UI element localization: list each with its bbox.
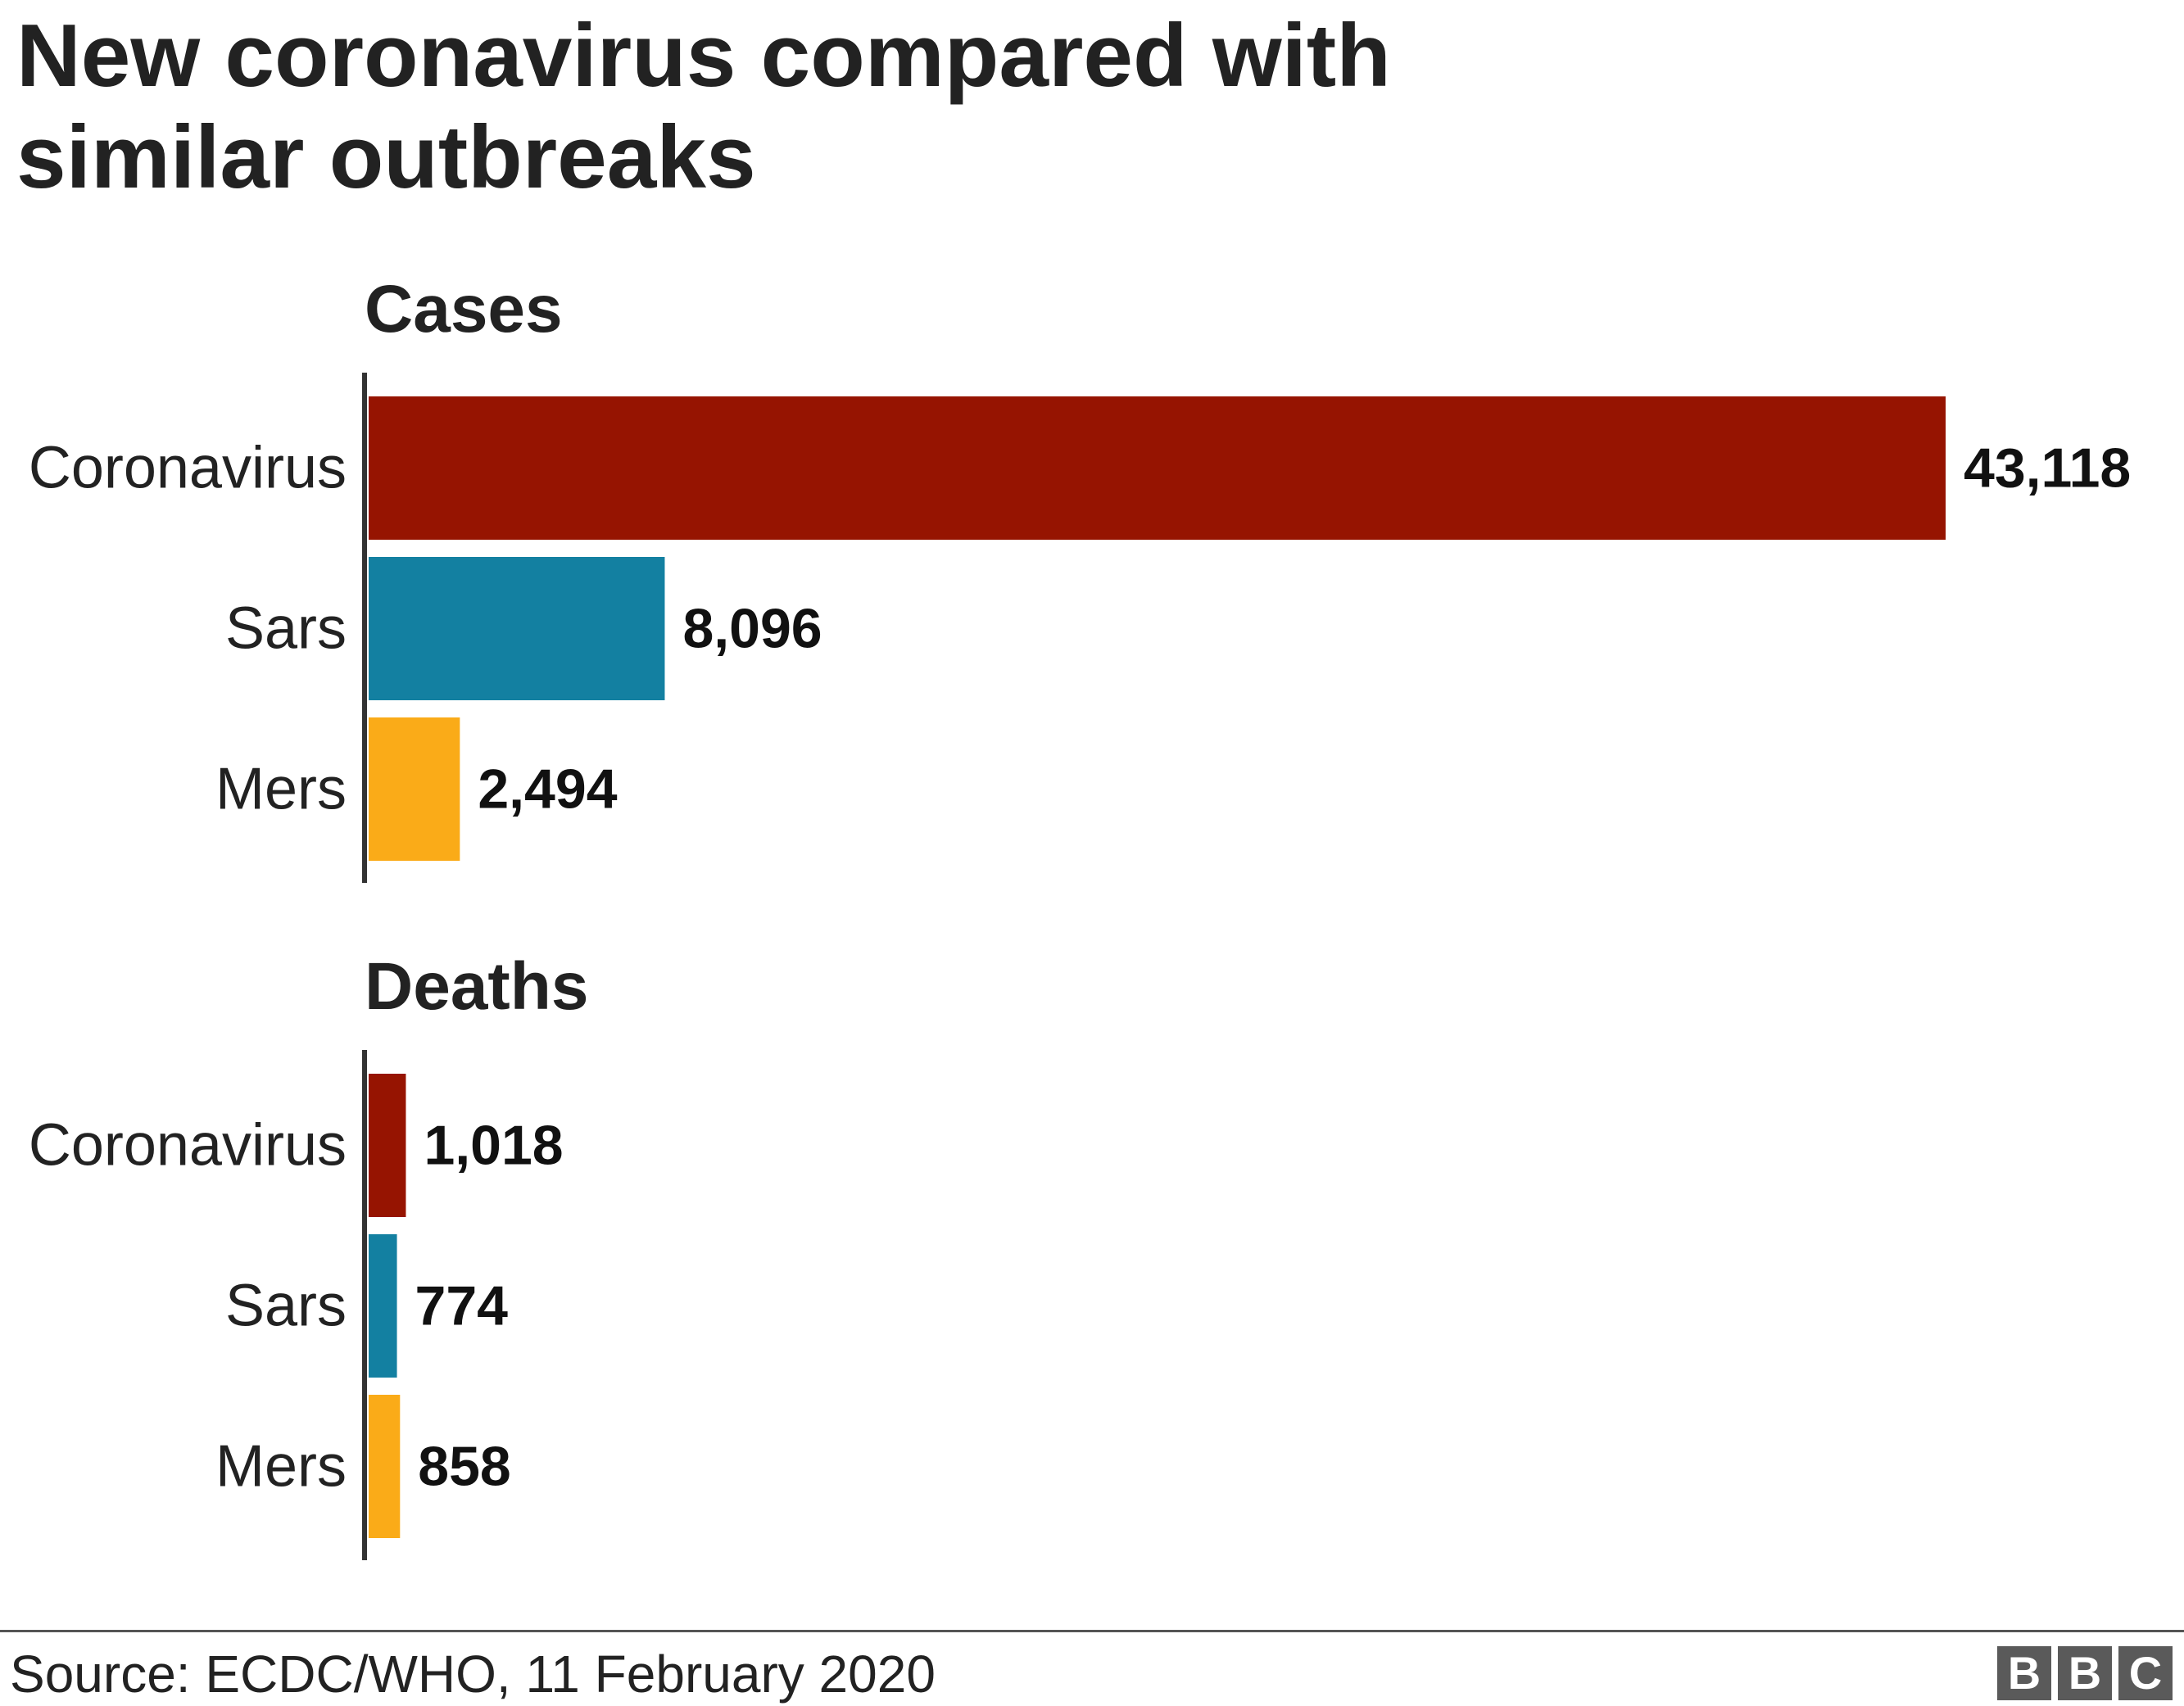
logo-letter-c: C <box>2118 1646 2173 1700</box>
deaths-panel-title: Deaths <box>365 949 588 1024</box>
logo-letter-b2: B <box>2058 1646 2112 1700</box>
deaths-bar-coronavirus <box>369 1074 406 1217</box>
deaths-bar-mers <box>369 1395 401 1538</box>
chart-title: New coronavirus compared with similar ou… <box>16 5 1655 208</box>
cases-category-label-mers: Mers <box>215 757 347 822</box>
cases-value-label-mers: 2,494 <box>478 758 617 821</box>
chart-title-line-1: New coronavirus compared with <box>16 6 1391 106</box>
chart-title-line-2: similar outbreaks <box>16 107 756 207</box>
deaths-category-label-coronavirus: Coronavirus <box>29 1113 347 1179</box>
cases-value-label-sars: 8,096 <box>682 598 822 660</box>
deaths-value-label-mers: 858 <box>418 1436 510 1498</box>
cases-value-label-coronavirus: 43,118 <box>1964 437 2131 500</box>
deaths-category-label-mers: Mers <box>215 1434 347 1500</box>
deaths-bar-sars <box>369 1234 397 1378</box>
cases-category-label-coronavirus: Coronavirus <box>29 436 347 501</box>
bbc-logo: B B C <box>1997 1646 2173 1700</box>
cases-bar-sars <box>369 557 665 700</box>
deaths-value-label-coronavirus: 1,018 <box>424 1115 563 1177</box>
cases-bar-mers <box>369 717 460 861</box>
source-note: Source: ECDC/WHO, 11 February 2020 <box>10 1645 936 1704</box>
cases-category-label-sars: Sars <box>225 596 347 662</box>
logo-letter-b1: B <box>1997 1646 2051 1700</box>
deaths-category-label-sars: Sars <box>225 1274 347 1339</box>
footer-divider <box>0 1630 2184 1632</box>
deaths-value-label-sars: 774 <box>415 1275 509 1337</box>
cases-bar-coronavirus <box>369 396 1946 540</box>
cases-panel-title: Cases <box>365 272 563 346</box>
